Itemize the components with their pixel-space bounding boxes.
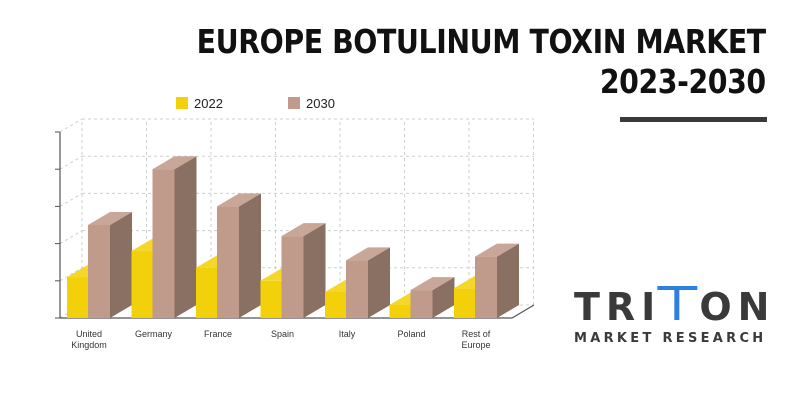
x-tick-label: France: [204, 329, 232, 339]
bar-top: [475, 243, 519, 257]
x-tick-label: Poland: [397, 329, 425, 339]
gridline-depth: [59, 192, 83, 207]
bar-front: [67, 277, 89, 318]
bar-side: [110, 212, 132, 318]
category-labels: United Kingdom Germany France Spain Italy Pola…: [71, 329, 491, 350]
gridline-depth: [59, 155, 83, 170]
legend-item: 2030: [288, 96, 335, 111]
x-tick-label-line: Rest of: [462, 329, 491, 339]
x-tick-label: Spain: [271, 329, 294, 339]
bar-side: [303, 223, 326, 318]
bar-top: [281, 223, 326, 237]
legend-swatch: [288, 97, 300, 109]
x-tick-label-line: Kingdom: [71, 340, 107, 350]
bar-front: [410, 290, 433, 318]
title-line-2: 2023-2030: [600, 62, 766, 101]
x-tick-label-line: Italy: [339, 329, 356, 339]
x-tick-label-line: Spain: [271, 329, 294, 339]
triton-logo: TRI ON MARKET RESEARCH: [574, 285, 772, 346]
bar-front: [389, 304, 412, 318]
bar-front: [217, 206, 239, 318]
bar-top: [88, 212, 132, 225]
gridline-depth: [59, 118, 83, 133]
bar-front: [131, 251, 154, 318]
bar-side: [239, 193, 261, 318]
x-tick-label: Rest of Europe: [461, 329, 490, 350]
bar-side: [432, 277, 455, 318]
logo-text-right: ON: [699, 285, 772, 329]
bar: [410, 277, 455, 318]
chart-bars: [67, 156, 519, 318]
bar: [152, 156, 197, 318]
bar: [475, 243, 519, 318]
bar: [88, 212, 132, 318]
gridline-depth: [59, 267, 83, 282]
bar-front: [152, 169, 175, 318]
x-tick-label-line: Europe: [461, 340, 490, 350]
x-tick-label: Italy: [339, 329, 356, 339]
x-tick-label-line: United: [76, 329, 102, 339]
x-tick-label-line: Germany: [135, 329, 173, 339]
trident-icon: [657, 286, 698, 320]
bar-front: [346, 260, 368, 318]
legend-label: 2022: [194, 96, 223, 111]
bar-front: [454, 288, 476, 318]
x-tick-label: Germany: [135, 329, 173, 339]
bar-top: [346, 247, 390, 261]
legend-item: 2022: [176, 96, 223, 111]
bar: [217, 193, 261, 318]
logo-tagline: MARKET RESEARCH: [574, 331, 766, 346]
bar-top: [152, 156, 197, 170]
bar-top: [410, 277, 455, 291]
bar: [281, 223, 326, 318]
chart-title: EUROPE BOTULINUM TOXIN MARKET 2023-2030: [196, 22, 767, 102]
legend: 2022 2030: [176, 96, 335, 111]
legend-swatch: [176, 97, 188, 109]
gridline-depth: [59, 230, 83, 245]
bar: [346, 247, 390, 318]
bar-front: [88, 225, 110, 318]
logo-text-left: TRI: [574, 285, 661, 329]
bar-front: [260, 280, 283, 318]
x-tick-label-line: France: [204, 329, 232, 339]
title-divider: [620, 117, 767, 122]
bar-side: [174, 156, 197, 318]
bar-front: [196, 267, 218, 318]
x-tick-label-line: Poland: [397, 329, 425, 339]
bar-side: [368, 247, 390, 318]
x-tick-label: United Kingdom: [71, 329, 107, 350]
bar-side: [497, 243, 519, 318]
legend-label: 2030: [306, 96, 335, 111]
bar-front: [281, 236, 304, 318]
bar-top: [217, 193, 261, 207]
bar-front: [325, 291, 347, 318]
bar-front: [475, 256, 497, 318]
title-line-1: EUROPE BOTULINUM TOXIN MARKET: [196, 22, 767, 61]
